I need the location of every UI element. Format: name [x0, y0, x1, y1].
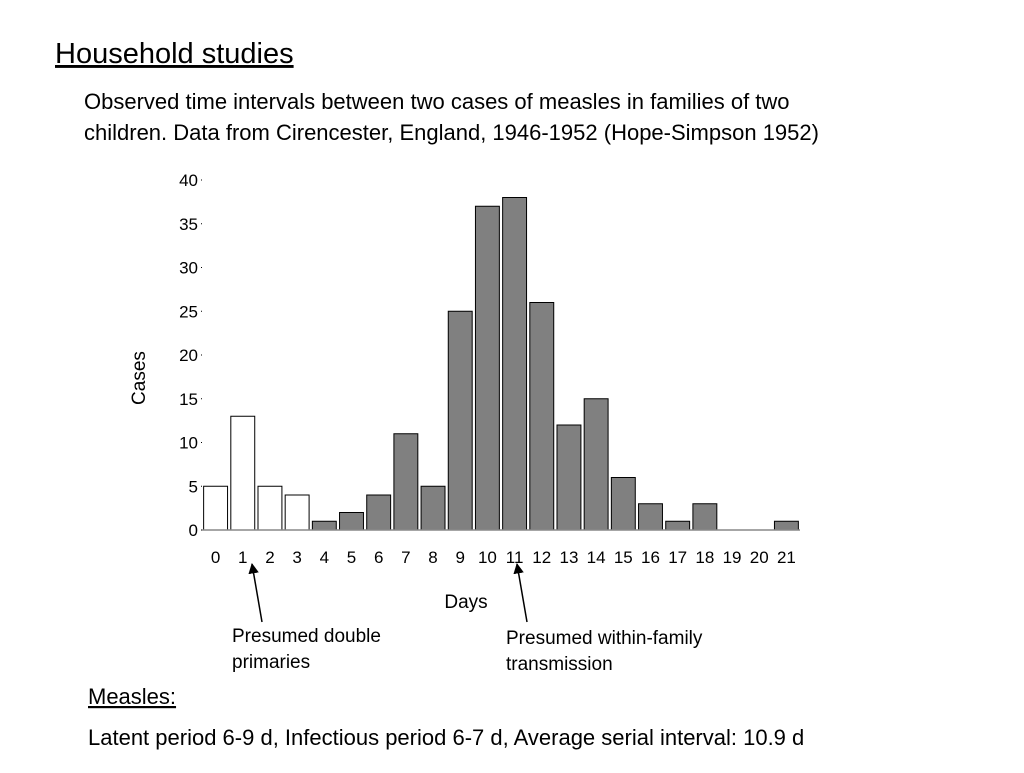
footer-text: Latent period 6-9 d, Infectious period 6… [88, 725, 804, 750]
x-tick-label: 14 [587, 548, 606, 567]
bar [474, 205, 500, 531]
x-tick-label: 5 [347, 548, 356, 567]
bar [257, 485, 283, 531]
bar [420, 485, 446, 531]
bar [529, 302, 555, 531]
x-tick-label: 10 [478, 548, 497, 567]
x-tick-label: 11 [506, 548, 524, 567]
bar [583, 398, 609, 531]
annotation: Presumed double [232, 626, 381, 647]
x-tick-label: 19 [723, 548, 742, 567]
x-tick-label: 8 [428, 548, 437, 567]
x-tick-label: 3 [292, 548, 301, 567]
y-tick-label: 15 [179, 390, 198, 409]
description-line: children. Data from Cirencester, England… [84, 120, 819, 145]
x-tick-label: 4 [320, 548, 329, 567]
y-tick-label: 25 [179, 302, 198, 321]
y-tick-label: 30 [179, 259, 198, 278]
x-tick-label: 12 [532, 548, 551, 567]
x-tick-label: 18 [695, 548, 714, 567]
x-tick-label: 0 [211, 548, 220, 567]
x-tick-label: 1 [238, 548, 247, 567]
y-axis-label: Cases [129, 351, 150, 405]
y-tick-label: 40 [179, 171, 198, 190]
y-tick-label: 0 [189, 521, 198, 540]
bar [692, 503, 718, 531]
bar [773, 520, 799, 531]
y-tick-label: 5 [189, 477, 198, 496]
x-tick-label: 13 [559, 548, 578, 567]
bar [556, 424, 582, 531]
annotation: primaries [232, 652, 310, 673]
bar [203, 485, 229, 531]
y-tick-label: 35 [179, 215, 198, 234]
x-tick-label: 6 [374, 548, 383, 567]
bar [502, 197, 528, 531]
bar [393, 433, 419, 531]
x-tick-label: 20 [750, 548, 769, 567]
y-tick-label: 10 [179, 434, 198, 453]
annotation: Presumed within-family [506, 628, 703, 649]
footer-heading: Measles: [88, 684, 176, 709]
bar [366, 494, 392, 531]
bar [284, 494, 310, 531]
arrow [513, 562, 528, 623]
annotation: transmission [506, 654, 613, 675]
bar [638, 503, 663, 531]
x-tick-label: 17 [668, 548, 687, 567]
heading: Household studies [55, 38, 294, 70]
bar [339, 512, 364, 531]
x-tick-label: 7 [401, 548, 410, 567]
x-axis-label: Days [444, 592, 487, 613]
x-tick-label: 15 [614, 548, 633, 567]
bar [311, 520, 337, 531]
bar [665, 520, 691, 531]
x-tick-label: 21 [777, 548, 796, 567]
x-tick-label: 2 [265, 548, 274, 567]
description-line: Observed time intervals between two case… [84, 89, 790, 114]
bar [610, 477, 636, 531]
y-tick-label: 20 [179, 346, 198, 365]
x-tick-label: 16 [641, 548, 660, 567]
x-tick-label: 9 [455, 548, 464, 567]
bar [230, 415, 256, 531]
arrow [248, 562, 263, 623]
bar [447, 310, 473, 531]
